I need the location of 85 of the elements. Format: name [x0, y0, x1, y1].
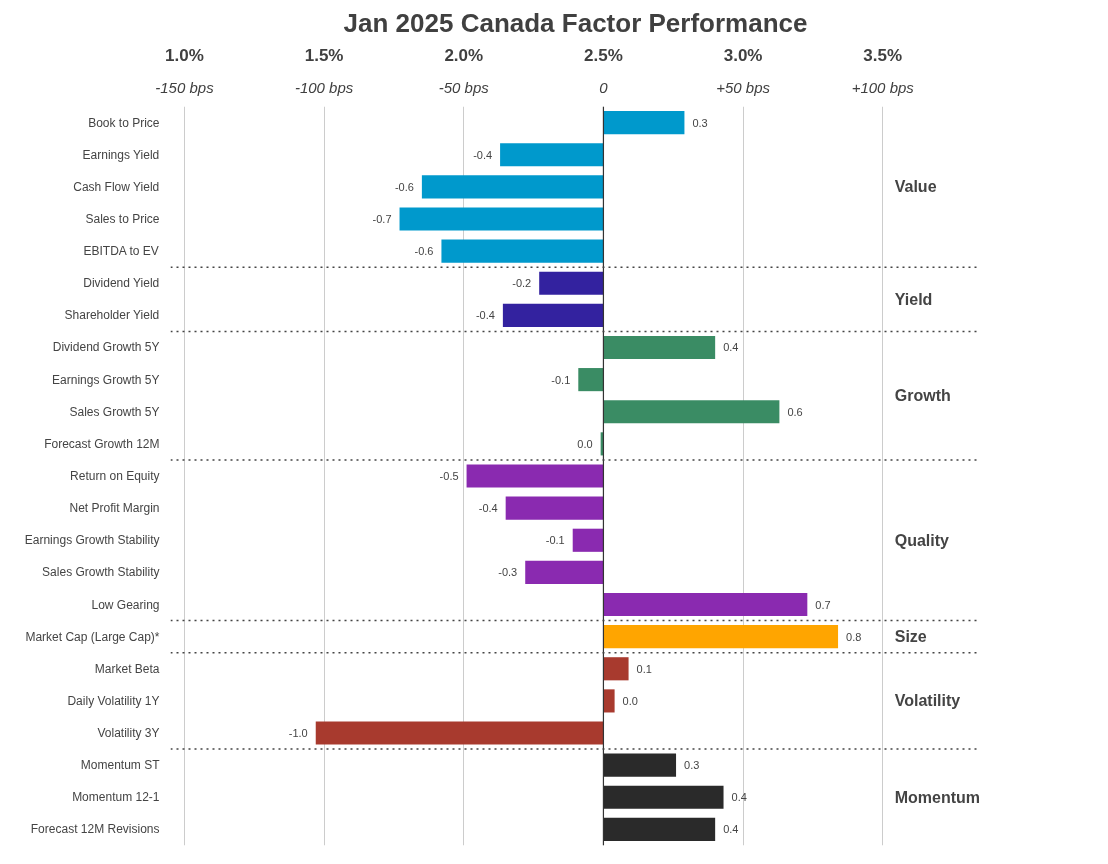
- data-label: 0.4: [731, 791, 747, 804]
- bar: [441, 239, 604, 263]
- x-tick-label: 1.5%: [304, 45, 344, 65]
- bar: [466, 464, 604, 488]
- x2-tick-label: +100 bps: [851, 78, 915, 96]
- data-label: 0.0: [622, 694, 638, 707]
- data-label: 0.1: [636, 662, 652, 675]
- x-tick-label: 3.5%: [863, 45, 903, 65]
- x2-tick-label: +50 bps: [716, 78, 771, 96]
- bar: [603, 592, 808, 617]
- x-tick-label: 1.0%: [165, 45, 204, 65]
- y-tick-label: Low Gearing: [91, 597, 160, 612]
- data-label: 0.4: [723, 823, 739, 836]
- bar: [502, 303, 604, 327]
- data-label: -0.6: [394, 180, 414, 193]
- y-tick-label: Book to Price: [88, 115, 160, 130]
- data-label: -1.0: [288, 727, 308, 740]
- y-tick-label: Market Beta: [94, 661, 160, 676]
- data-label: 0.7: [815, 598, 831, 611]
- bar: [578, 368, 604, 392]
- y-tick-label: Earnings Growth Stability: [24, 533, 160, 548]
- y-tick-label: Return on Equity: [70, 469, 160, 483]
- y-tick-label: Dividend Growth 5Y: [52, 340, 160, 355]
- data-label: 0.3: [692, 116, 708, 129]
- y-tick-label: Momentum ST: [80, 758, 161, 773]
- bar: [500, 143, 604, 167]
- bar: [603, 400, 780, 424]
- data-label: -0.6: [414, 245, 434, 258]
- x2-tick-label: -50 bps: [438, 78, 490, 96]
- data-label: -0.3: [498, 566, 518, 579]
- data-label: 0.4: [723, 341, 739, 354]
- data-label: -0.1: [545, 534, 565, 547]
- bar: [603, 689, 615, 713]
- y-tick-label: Momentum 12-1: [72, 790, 160, 805]
- x-tick-label: 3.0%: [723, 45, 763, 65]
- x-tick-label: 2.0%: [444, 45, 484, 65]
- y-tick-label: Dividend Yield: [83, 276, 160, 291]
- bar: [315, 721, 604, 745]
- data-label: 0.0: [577, 437, 593, 450]
- data-label: -0.7: [372, 212, 392, 225]
- annotation: Momentum: [894, 788, 981, 806]
- bar: [525, 560, 604, 584]
- x-tick-label: 2.5%: [584, 45, 623, 65]
- y-tick-label: Earnings Yield: [82, 147, 160, 162]
- bar: [399, 207, 604, 231]
- annotation: Yield: [894, 290, 933, 308]
- y-tick-label: Forecast Growth 12M: [44, 436, 160, 451]
- annotation: Growth: [894, 387, 951, 405]
- y-tick-label: Daily Volatility 1Y: [67, 693, 160, 708]
- bar: [603, 625, 839, 649]
- bar: [603, 111, 685, 135]
- annotation: Value: [894, 178, 937, 196]
- y-tick-label: Earnings Growth 5Y: [52, 372, 160, 387]
- data-label: -0.2: [512, 277, 532, 290]
- data-label: 0.6: [787, 405, 803, 418]
- data-label: -0.4: [475, 309, 495, 322]
- bar: [572, 528, 604, 552]
- y-tick-label: Sales Growth 5Y: [69, 404, 160, 419]
- data-label: -0.1: [551, 373, 571, 386]
- chart-title: Jan 2025 Canada Factor Performance: [343, 7, 808, 38]
- y-tick-label: Shareholder Yield: [64, 308, 160, 323]
- y-tick-label: Sales to Price: [85, 211, 160, 226]
- y-tick-label: EBITDA to EV: [83, 244, 159, 259]
- bar: [539, 271, 604, 295]
- annotation: Size: [894, 628, 927, 646]
- x2-tick-label: 0: [599, 78, 609, 96]
- x2-tick-label: -100 bps: [294, 78, 354, 96]
- data-label: -0.5: [439, 470, 459, 482]
- data-label: -0.4: [478, 502, 498, 515]
- bar: [505, 496, 604, 520]
- y-tick-label: Forecast 12M Revisions: [30, 822, 160, 837]
- data-label: -0.4: [473, 148, 493, 161]
- bar: [603, 657, 629, 681]
- x2-tick-label: -150 bps: [155, 78, 215, 96]
- y-tick-label: Net Profit Margin: [69, 501, 160, 516]
- data-label: 0.8: [846, 630, 862, 643]
- y-tick-label: Market Cap (Large Cap)*: [25, 629, 160, 644]
- y-tick-label: Volatility 3Y: [97, 726, 160, 741]
- annotation: Quality: [894, 531, 950, 549]
- annotation: Volatility: [894, 692, 961, 710]
- data-label: 0.3: [684, 759, 700, 772]
- y-tick-label: Cash Flow Yield: [73, 179, 160, 194]
- bar: [421, 175, 604, 199]
- bar: [603, 335, 716, 360]
- y-tick-label: Sales Growth Stability: [42, 565, 160, 580]
